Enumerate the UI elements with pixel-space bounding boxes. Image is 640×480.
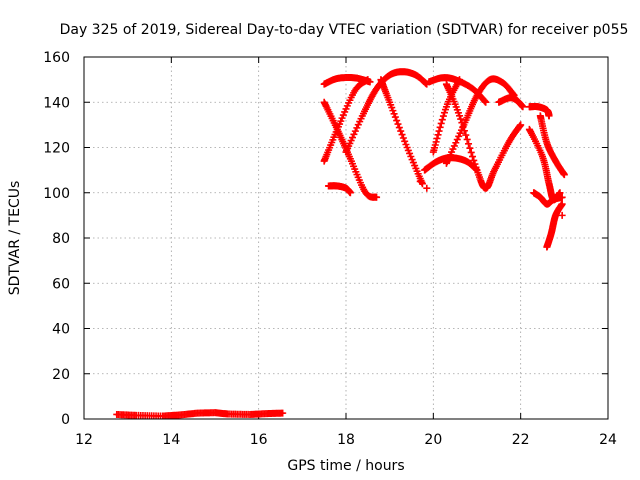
data-marks [113, 68, 568, 420]
series-late-4 [530, 189, 566, 208]
data-point-marker [560, 171, 568, 179]
y-tick-label: 120 [43, 141, 70, 157]
data-point-marker [416, 177, 424, 185]
data-point-marker [558, 200, 566, 208]
data-point-marker [373, 193, 381, 201]
series-x-2 [377, 76, 426, 188]
data-point-marker [517, 121, 525, 129]
grid [84, 57, 608, 419]
data-point-marker [401, 137, 409, 145]
data-point-marker [394, 120, 402, 128]
x-tick-label: 18 [337, 432, 355, 448]
data-point-marker [389, 107, 397, 115]
data-point-marker [432, 138, 440, 146]
data-point-marker [456, 76, 464, 84]
y-tick-label: 100 [43, 186, 70, 202]
x-axis-label: GPS time / hours [287, 458, 404, 474]
y-tick-label: 80 [52, 231, 70, 247]
y-axis-label: SDTVAR / TECUs [7, 181, 23, 296]
data-point-marker [465, 140, 473, 148]
data-point-marker [467, 148, 475, 156]
data-point-marker [469, 153, 477, 161]
data-point-marker [462, 131, 470, 139]
data-point-marker [351, 127, 359, 135]
series-late-3 [536, 112, 568, 179]
data-point-marker [434, 131, 442, 139]
data-point-marker [279, 409, 287, 417]
data-point-marker [346, 189, 354, 197]
data-point-marker [452, 139, 460, 147]
chart-title: Day 325 of 2019, Sidereal Day-to-day VTE… [60, 22, 629, 38]
data-point-marker [433, 134, 441, 142]
series-x-1b [320, 76, 372, 165]
data-point-marker [463, 135, 471, 143]
data-point-marker [456, 112, 464, 120]
y-tick-label: 40 [52, 322, 70, 338]
data-point-marker [457, 115, 465, 123]
x-tick-label: 12 [75, 432, 93, 448]
y-tick-label: 60 [52, 276, 70, 292]
data-point-marker [398, 131, 406, 139]
data-point-marker [390, 110, 398, 118]
data-point-marker [458, 119, 466, 127]
data-point-marker [436, 123, 444, 131]
data-point-marker [435, 127, 443, 135]
series-arc-5 [495, 94, 527, 111]
data-point-marker [395, 124, 403, 132]
data-point-marker [558, 193, 566, 201]
tick-labels: 12 14 16 18 20 22 24 0 20 40 60 80 100 120 140 160 [43, 50, 617, 448]
series-low-hump-2 [421, 154, 481, 174]
y-tick-label: 0 [61, 412, 70, 428]
y-tick-label: 140 [43, 95, 70, 111]
data-point-marker [397, 127, 405, 135]
series-low-early [113, 409, 287, 420]
x-tick-label: 22 [512, 432, 530, 448]
data-point-marker [348, 134, 356, 142]
plot-frame [83, 56, 609, 420]
data-point-marker [482, 98, 490, 106]
data-point-marker [470, 156, 478, 164]
data-point-marker [460, 127, 468, 135]
data-point-marker [558, 211, 566, 219]
series-late-1 [525, 103, 553, 120]
y-tick-label: 20 [52, 367, 70, 383]
data-point-marker [450, 142, 458, 150]
x-tick-label: 14 [162, 432, 180, 448]
data-point-marker [459, 123, 467, 131]
data-point-marker [438, 116, 446, 124]
series-late-dip [543, 200, 566, 251]
data-point-marker [439, 112, 447, 120]
x-tick-label: 16 [250, 432, 268, 448]
series-low-hump-1 [325, 182, 354, 197]
data-point-marker [473, 166, 481, 174]
data-point-marker [353, 124, 361, 132]
data-point-marker [364, 76, 372, 84]
data-point-marker [391, 113, 399, 121]
series-stray-marks [416, 177, 566, 219]
data-point-marker [453, 136, 461, 144]
x-tick-label: 24 [599, 432, 617, 448]
data-point-marker [545, 112, 553, 120]
x-tick-label: 20 [424, 432, 442, 448]
data-point-marker [423, 184, 431, 192]
data-point-marker [519, 103, 527, 111]
data-point-marker [399, 134, 407, 142]
data-point-marker [466, 144, 474, 152]
y-tick-label: 160 [43, 50, 70, 66]
data-point-marker [350, 130, 358, 138]
data-point-marker [437, 119, 445, 127]
data-point-marker [393, 117, 401, 125]
